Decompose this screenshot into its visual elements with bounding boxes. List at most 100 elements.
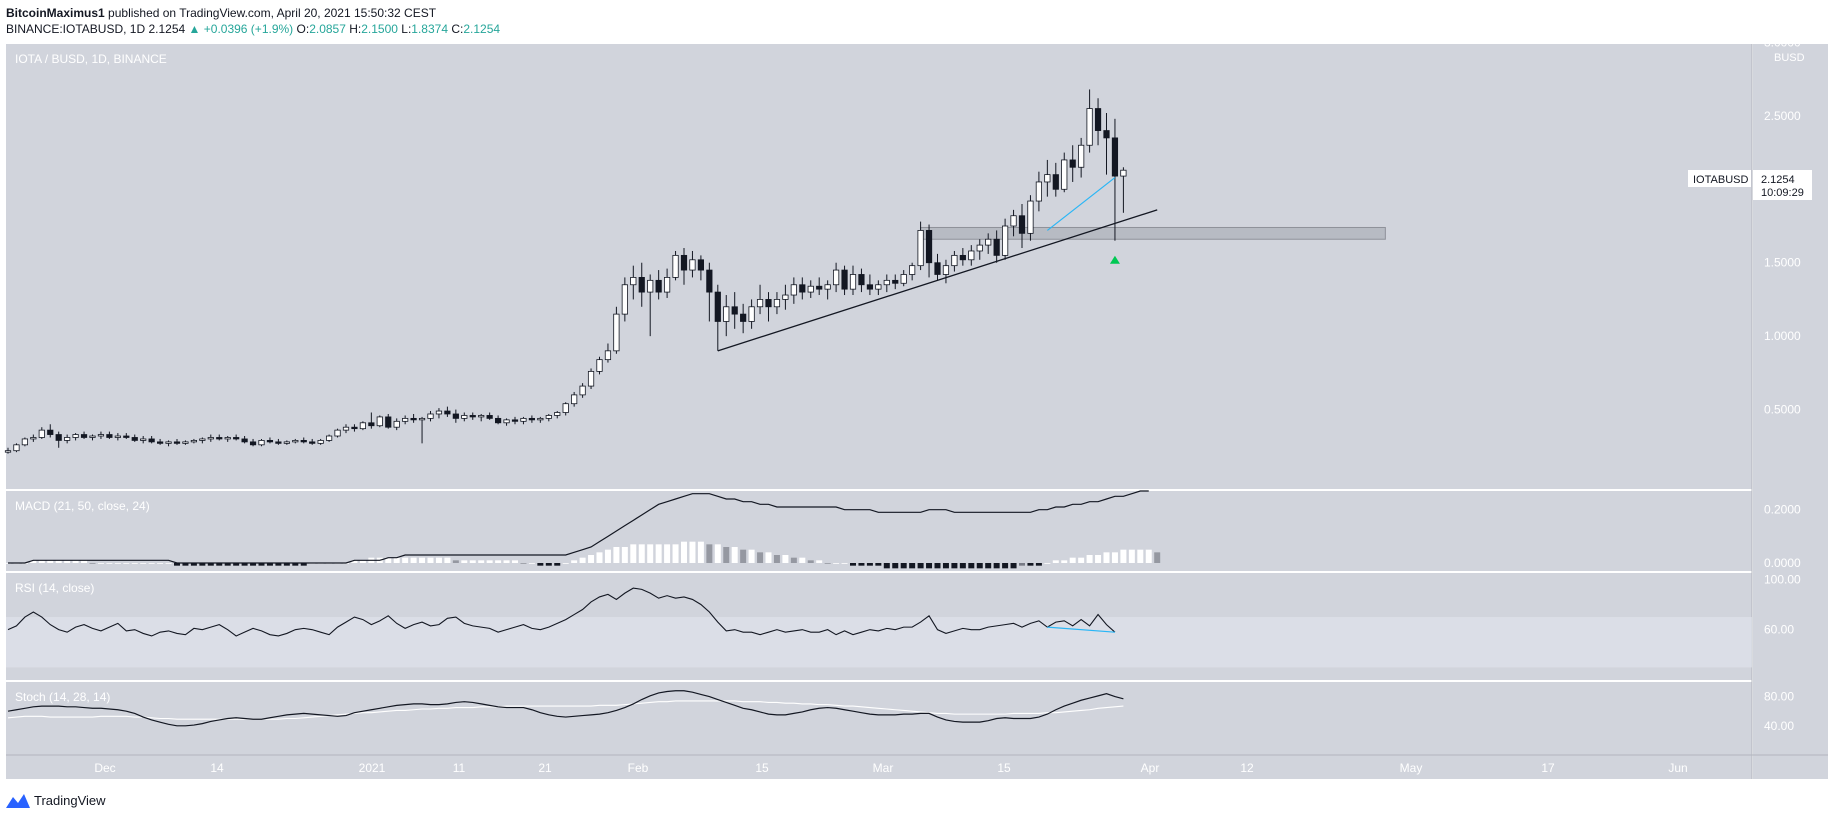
- macd-histogram-bar: [427, 557, 434, 563]
- macd-histogram-bar: [748, 549, 755, 563]
- macd-histogram-bar: [875, 563, 882, 566]
- open-label: O:: [296, 22, 310, 36]
- candle-up: [503, 419, 510, 424]
- candle-up: [342, 426, 350, 431]
- price-tick-label: 2.5000: [1764, 109, 1801, 123]
- candle-up: [554, 412, 561, 416]
- last-price-label: IOTABUSD 2.1254 10:09:29: [1688, 170, 1812, 200]
- candle-up: [630, 277, 637, 286]
- candle-up: [258, 440, 265, 446]
- macd-histogram-bar: [1137, 549, 1144, 563]
- candle-down: [528, 417, 536, 421]
- macd-histogram-bar: [790, 557, 797, 563]
- candle-down: [148, 438, 155, 443]
- macd-histogram-bar: [47, 560, 54, 563]
- rsi-tick-label: 60.00: [1764, 623, 1794, 637]
- macd-histogram-bar: [1044, 563, 1051, 564]
- stoch-ticks: 80.00 40.00: [1764, 690, 1794, 733]
- candle-up: [478, 415, 485, 418]
- macd-pane-title: MACD (21, 50, close, 24): [15, 499, 150, 513]
- candle-down: [858, 274, 865, 286]
- macd-histogram-bar: [824, 563, 831, 564]
- candle-up: [807, 285, 814, 293]
- price-pane-title: IOTA / BUSD, 1D, BINANCE: [15, 52, 167, 66]
- macd-histogram-bar: [664, 544, 671, 563]
- published-text: published on TradingView.com, April 20, …: [108, 6, 437, 20]
- candle-up: [723, 306, 730, 322]
- macd-tick-label: 0.0000: [1764, 556, 1801, 570]
- candle-up: [790, 284, 797, 296]
- candle-down: [655, 279, 662, 293]
- rsi-band: [6, 617, 1752, 668]
- macd-histogram-bar: [292, 563, 299, 566]
- macd-histogram-bar: [97, 563, 104, 564]
- candle-up: [1035, 181, 1042, 202]
- macd-histogram-bar: [1052, 560, 1059, 563]
- macd-histogram-bar: [89, 563, 96, 564]
- candle-up: [334, 429, 341, 437]
- candle-up: [579, 385, 586, 396]
- close-label: C:: [451, 22, 464, 36]
- tradingview-brand[interactable]: TradingView: [34, 793, 106, 808]
- macd-histogram-bar: [816, 560, 823, 563]
- macd-histogram-bar: [993, 563, 1000, 569]
- macd-histogram-bar: [1095, 555, 1102, 563]
- macd-histogram-bar: [588, 555, 595, 563]
- candle-up: [942, 265, 950, 275]
- macd-histogram-bar: [782, 555, 789, 563]
- macd-series: [5, 490, 1161, 569]
- candle-up: [1027, 200, 1034, 234]
- candle-up: [596, 359, 603, 372]
- macd-histogram-bar: [866, 563, 873, 566]
- macd-histogram-bar: [647, 544, 654, 563]
- candle-up: [672, 254, 679, 278]
- candle-down: [106, 434, 113, 438]
- stoch-tick-label: 80.00: [1764, 690, 1794, 704]
- candle-up: [359, 422, 367, 430]
- macd-histogram-bar: [1128, 549, 1135, 563]
- symbol-tag: [1688, 170, 1751, 187]
- macd-histogram-bar: [1027, 563, 1034, 566]
- candle-down: [841, 269, 848, 290]
- macd-histogram-bar: [148, 563, 155, 564]
- candle-up: [64, 437, 71, 441]
- candle-down: [444, 410, 451, 415]
- candle-down: [511, 419, 519, 422]
- macd-histogram-bar: [537, 563, 544, 566]
- macd-histogram-bar: [359, 560, 366, 563]
- candle-down: [765, 299, 772, 308]
- candle-down: [241, 438, 248, 443]
- macd-histogram-bar: [1078, 557, 1085, 563]
- macd-histogram-bar: [968, 563, 975, 569]
- macd-histogram-bar: [64, 560, 71, 563]
- macd-histogram-bar: [841, 563, 848, 564]
- tradingview-logo-icon[interactable]: [6, 793, 30, 808]
- macd-histogram-bar: [757, 552, 764, 563]
- candle-up: [140, 438, 147, 441]
- candle-down: [173, 441, 181, 444]
- candle-down: [1103, 130, 1110, 139]
- candle-up: [224, 437, 231, 440]
- macd-histogram-bar: [858, 563, 865, 566]
- price-pane[interactable]: [6, 44, 1752, 489]
- candle-up: [849, 274, 857, 290]
- macd-histogram-bar: [461, 560, 468, 563]
- macd-pane[interactable]: [6, 491, 1752, 571]
- price-scale[interactable]: [1753, 44, 1828, 779]
- macd-histogram-bar: [1010, 563, 1017, 569]
- macd-histogram-bar: [1103, 552, 1110, 563]
- time-tick-label: May: [1400, 761, 1423, 775]
- macd-histogram-bar: [207, 563, 214, 566]
- high-label: H:: [349, 22, 362, 36]
- time-tick-label: 17: [1541, 761, 1555, 775]
- time-tick-label: 12: [1240, 761, 1254, 775]
- macd-histogram-bar: [807, 560, 814, 563]
- macd-histogram-bar: [38, 560, 45, 563]
- author-name[interactable]: BitcoinMaximus1: [6, 6, 105, 20]
- candle-up: [545, 415, 552, 419]
- candle-up: [571, 394, 578, 405]
- chart-area[interactable]: IOTA / BUSD, 1D, BINANCE MACD (21, 50, c…: [0, 44, 1828, 784]
- time-axis[interactable]: [6, 755, 1752, 779]
- candle-up: [587, 370, 595, 387]
- macd-histogram-bar: [697, 541, 704, 563]
